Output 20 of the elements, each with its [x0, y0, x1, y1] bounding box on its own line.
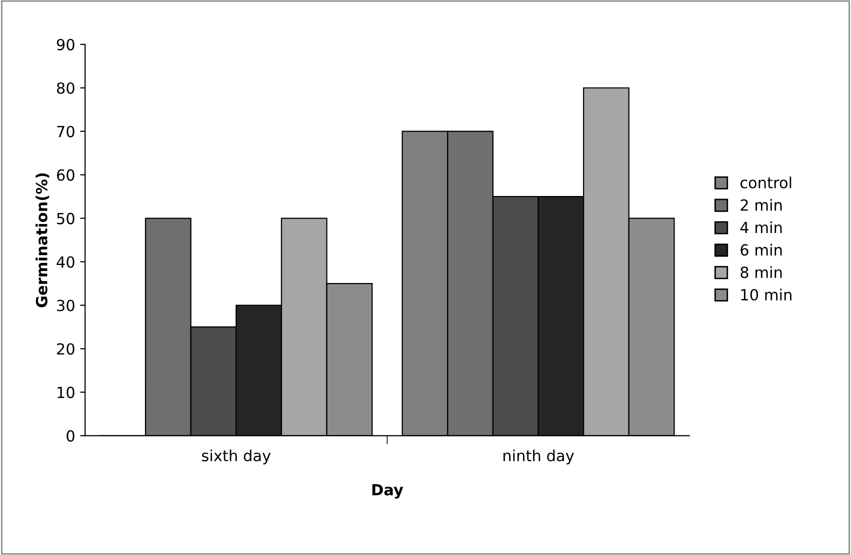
legend-label: 2 min: [740, 199, 782, 211]
legend-label: control: [740, 176, 792, 188]
x-tick-label: ninth day: [504, 450, 574, 464]
y-tick-label: 70: [57, 126, 74, 138]
x-axis-title: Day: [372, 484, 404, 499]
y-axis-title: Germination(%): [36, 173, 50, 308]
y-tick-label: 10: [58, 386, 74, 398]
y-tick-label: 90: [56, 38, 74, 50]
x-tick-label: sixth day: [202, 450, 271, 464]
y-tick-label: 0: [66, 430, 74, 442]
legend-label: 8 min: [740, 266, 782, 278]
y-tick-label: 40: [56, 256, 74, 268]
y-tick-label: 30: [57, 300, 74, 312]
y-tick-label: 50: [57, 212, 74, 224]
legend-label: 10 min: [741, 288, 792, 301]
y-tick-label: 20: [57, 343, 74, 355]
legend-label: 6 min: [740, 244, 782, 256]
legend-label: 4 min: [740, 221, 782, 234]
y-tick-label: 80: [56, 82, 74, 94]
y-tick-label: 60: [57, 169, 74, 181]
